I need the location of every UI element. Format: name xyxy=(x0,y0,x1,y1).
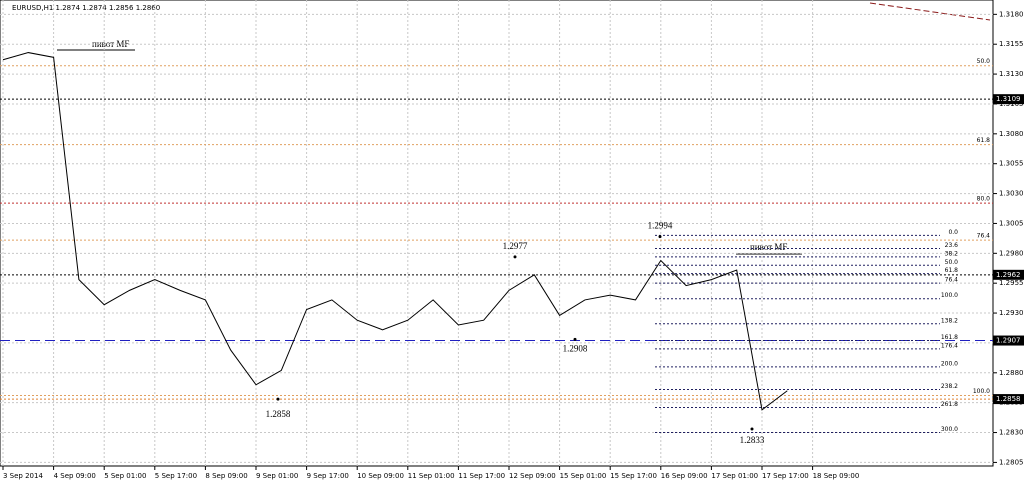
price-badge-label: 1.2858 xyxy=(996,395,1021,403)
pivot xyxy=(573,337,577,341)
x-tick-label: 8 Sep 09:00 xyxy=(205,472,247,480)
x-tick-label: 11 Sep 01:00 xyxy=(408,472,455,480)
x-tick-label: 16 Sep 09:00 xyxy=(661,472,708,480)
fib-label: 38.2 xyxy=(945,250,959,257)
x-tick-label: 5 Sep 01:00 xyxy=(104,472,146,480)
pivot xyxy=(276,397,280,401)
fib-label: 200.0 xyxy=(941,360,958,367)
y-tick-label: 1.3005 xyxy=(999,219,1024,227)
x-tick-label: 5 Sep 17:00 xyxy=(155,472,197,480)
plot-frame xyxy=(0,0,994,467)
price-badge xyxy=(993,394,1024,405)
fib-label: 50.0 xyxy=(977,58,991,65)
x-tick-label: 11 Sep 17:00 xyxy=(458,472,505,480)
x-tick-label: 4 Sep 09:00 xyxy=(54,472,96,480)
fib-label: 76.4 xyxy=(945,277,959,284)
x-tick-label: 3 Sep 2014 xyxy=(3,472,43,480)
fib-label: 100.0 xyxy=(941,292,958,299)
fib-label: 61.8 xyxy=(945,267,959,274)
pivot-label: 1.2994 xyxy=(648,221,673,231)
x-tick-label: 15 Sep 01:00 xyxy=(560,472,607,480)
trend-line xyxy=(869,2,991,21)
fib-label: 176.4 xyxy=(941,342,958,349)
chart-title: EURUSD,H1 1.2874 1.2874 1.2856 1.2860 xyxy=(12,4,160,12)
y-tick-label: 1.2805 xyxy=(999,458,1024,466)
price-badge-label: 1.2962 xyxy=(996,271,1021,279)
annotation: пивот MF xyxy=(750,242,787,252)
fib-label: 238.2 xyxy=(941,383,958,390)
x-tick-label: 18 Sep 09:00 xyxy=(813,472,860,480)
y-tick-label: 1.3180 xyxy=(999,10,1024,18)
y-tick-label: 1.2955 xyxy=(999,279,1024,287)
price-line xyxy=(2,52,788,411)
x-tick-label: 15 Sep 17:00 xyxy=(610,472,657,480)
fib-label: 300.0 xyxy=(941,426,958,433)
price-badge xyxy=(993,335,1024,346)
annotation: пивот MF xyxy=(92,39,129,49)
y-tick-label: 1.3155 xyxy=(999,40,1024,48)
y-tick-label: 1.3130 xyxy=(999,70,1024,78)
pivot-label: 1.2858 xyxy=(266,409,291,419)
fib-label: 61.8 xyxy=(977,137,991,144)
pivot-label: 1.2833 xyxy=(740,435,765,445)
y-tick-label: 1.2930 xyxy=(999,309,1024,317)
pivot-label: 1.2977 xyxy=(503,241,528,251)
price-badge xyxy=(993,269,1024,280)
pivot xyxy=(750,427,754,431)
fib-label: 100.0 xyxy=(973,388,990,395)
price-badge xyxy=(993,94,1024,105)
price-badge-label: 1.3109 xyxy=(996,95,1021,103)
fib-label: 50.0 xyxy=(945,259,959,266)
pivot xyxy=(513,255,517,259)
fib-label: 76.4 xyxy=(977,233,991,240)
x-tick-label: 10 Sep 09:00 xyxy=(357,472,404,480)
x-tick-label: 17 Sep 17:00 xyxy=(762,472,809,480)
y-tick-label: 1.3055 xyxy=(999,160,1024,168)
x-tick-label: 9 Sep 17:00 xyxy=(307,472,349,480)
pivot-label: 1.2908 xyxy=(563,343,588,353)
x-tick-label: 17 Sep 01:00 xyxy=(711,472,758,480)
y-tick-label: 1.3030 xyxy=(999,190,1024,198)
x-tick-label: 9 Sep 01:00 xyxy=(256,472,298,480)
fib-label: 0.0 xyxy=(948,229,958,236)
fib-label: 261.8 xyxy=(941,401,958,408)
fib-label: 80.0 xyxy=(977,196,991,203)
y-tick-label: 1.2880 xyxy=(999,369,1024,377)
pivot xyxy=(658,235,662,239)
fib-label: 23.6 xyxy=(945,242,959,249)
price-badge-label: 1.2907 xyxy=(996,337,1021,345)
y-tick-label: 1.2980 xyxy=(999,249,1024,257)
fib-label: 161.8 xyxy=(941,334,958,341)
fib-label: 138.2 xyxy=(941,317,958,324)
y-tick-label: 1.2830 xyxy=(999,429,1024,437)
y-tick-label: 1.3080 xyxy=(999,130,1024,138)
x-tick-label: 12 Sep 09:00 xyxy=(509,472,556,480)
